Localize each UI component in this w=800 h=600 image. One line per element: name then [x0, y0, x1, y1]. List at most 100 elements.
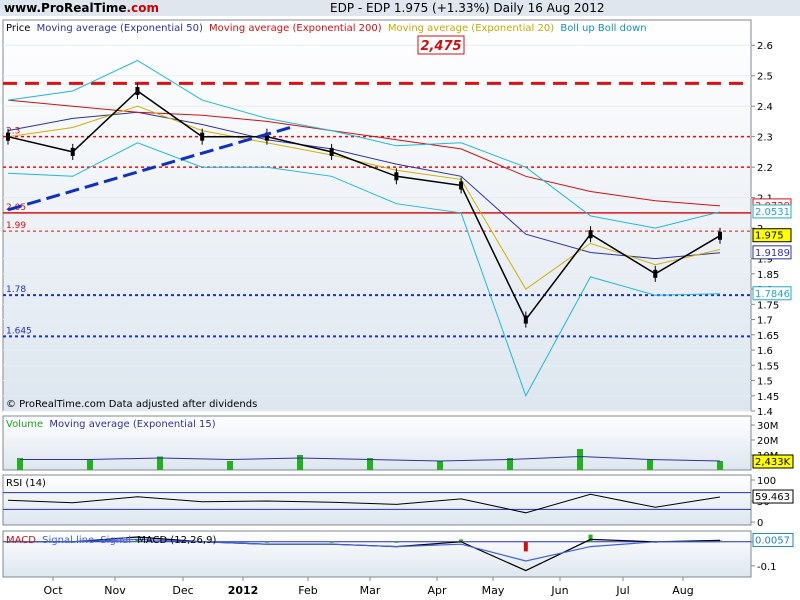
price-badge	[752, 204, 792, 219]
volume-bar	[437, 461, 443, 470]
series-moving-average-exponential-20-	[7, 105, 721, 290]
resistance-box	[417, 35, 465, 55]
volume-axis-label: 30M	[757, 421, 778, 432]
stock-chart: 2.32.051.991.781.645 2.62.52.42.32.22.12…	[2, 19, 794, 597]
legend-boll: Boll up Boll down	[560, 23, 646, 34]
rsi-panel[interactable]	[2, 474, 752, 526]
rsi-label: RSI (14)	[6, 478, 46, 489]
volume-label: Volume Moving average (Exponential 15)	[6, 419, 216, 430]
rsi-axis-label: 0	[757, 518, 763, 529]
macd-histogram-bar	[718, 540, 722, 542]
price-badge-label: 1.7846	[755, 289, 790, 300]
volume-axis-label: 20M	[757, 436, 778, 447]
x-axis-month-label: Feb	[298, 584, 317, 597]
price-axis-label: 1.45	[757, 392, 779, 403]
x-axis-month-label: Mar	[360, 584, 381, 597]
price-candle-body	[135, 86, 140, 95]
series-moving-average-exponential-50-	[7, 111, 721, 260]
price-candle-body	[6, 132, 10, 141]
level-label: 1.78	[6, 285, 26, 295]
x-axis-month-label: 2012	[228, 584, 259, 597]
volume-panel[interactable]	[2, 415, 752, 471]
price-badge	[752, 228, 792, 243]
volume-bar	[17, 458, 23, 470]
rsi-line	[7, 493, 721, 514]
x-axis-month-label: Apr	[427, 584, 447, 597]
price-axis-label: 1.65	[757, 331, 779, 342]
price-candle-body	[329, 147, 334, 156]
price-candle-body	[459, 181, 464, 190]
x-axis-month-label: Jul	[615, 584, 629, 597]
level-label: 1.99	[6, 221, 26, 231]
macd-lines	[3, 534, 751, 572]
price-candle-body	[523, 315, 528, 324]
macd-badge-label: 0.0057	[755, 535, 790, 546]
trendline	[7, 126, 291, 212]
volume-bar	[87, 459, 93, 470]
macd-badge	[752, 532, 794, 547]
x-axis-month-label: Oct	[43, 584, 63, 597]
macd-histogram-bar	[394, 541, 399, 543]
price-axis-label: 1.5	[757, 377, 773, 388]
volume-bar	[297, 455, 303, 470]
macd-panel[interactable]	[2, 530, 752, 578]
x-axis-month-label: May	[482, 584, 505, 597]
price-candle-body	[394, 172, 399, 181]
rsi-lines	[3, 492, 751, 514]
macd-axis-label: -0.1	[757, 562, 777, 573]
series-boll-down	[7, 142, 721, 398]
volume-bar	[367, 458, 373, 470]
volume-bar	[157, 456, 163, 470]
x-axis-month-label: Jun	[550, 584, 568, 597]
axes: 2.62.52.42.32.22.121.91.851.81.751.71.65…	[43, 41, 794, 597]
macd-histogram-bar	[329, 541, 334, 543]
rsi-badge-label: 59.463	[755, 492, 790, 503]
price-badge-label: 1.975	[755, 231, 784, 242]
volume-bar	[647, 459, 653, 470]
macd-histogram-bar	[523, 541, 528, 552]
series-moving-average-exponential-200-	[7, 99, 721, 207]
level-label: 1.645	[6, 326, 32, 336]
price-axis-label: 2.6	[757, 41, 773, 52]
price-candle-body	[718, 231, 722, 240]
price-panel[interactable]	[2, 19, 752, 412]
volume-bar	[577, 449, 583, 470]
price-grid	[3, 44, 751, 412]
series-price	[7, 90, 721, 322]
x-axis-month-label: Nov	[104, 584, 126, 597]
legend-ma20: Moving average (Exponential 20)	[388, 23, 554, 34]
price-candle-body	[264, 132, 269, 141]
rsi-badge	[752, 489, 794, 504]
legend-price: Price	[6, 23, 30, 34]
price-axis-label: 1.9	[757, 255, 773, 266]
price-axis-label: 1.6	[757, 346, 773, 357]
price-axis-label: 1.85	[757, 270, 779, 281]
price-candle-body	[653, 269, 658, 278]
x-axis-month-label: Dec	[172, 584, 193, 597]
price-axis-label: 2.2	[757, 163, 773, 174]
price-axis-label: 2.5	[757, 72, 773, 83]
price-candles	[6, 82, 722, 328]
price-badge	[752, 245, 792, 260]
macd-label: MACD Signal line Signal MACD (12,26,9)	[6, 535, 216, 546]
price-axis-label: 2.4	[757, 102, 773, 113]
prorealtime-logo[interactable]: www.ProRealTime.com	[4, 1, 159, 15]
volume-moving-average-line	[20, 455, 721, 462]
price-badge-label: 1.9189	[755, 248, 790, 259]
price-badge-label: 2.0531	[755, 207, 790, 218]
volume-badge	[752, 454, 794, 469]
price-axis-label: 1.75	[757, 300, 779, 311]
uptrend-line	[7, 126, 291, 212]
volume-bar	[717, 461, 723, 470]
macd-histogram-bar	[459, 539, 464, 542]
chart-title: EDP - EDP 1.975 (+1.33%) Daily 16 Aug 20…	[330, 1, 605, 15]
price-axis-label: 1.4	[757, 407, 773, 418]
copyright-text: © ProRealTime.com Data adjusted after di…	[6, 399, 257, 410]
resistance-box-label: 2,475	[420, 39, 461, 54]
logo-main-text: www.ProRealTime	[4, 1, 127, 15]
price-candle-body	[70, 147, 75, 156]
macd-histogram-bar	[135, 539, 140, 542]
legend: Price Moving average (Exponential 50) Mo…	[6, 23, 647, 34]
legend-ma50: Moving average (Exponential 50)	[37, 23, 203, 34]
level-label: 2.3	[6, 127, 20, 137]
